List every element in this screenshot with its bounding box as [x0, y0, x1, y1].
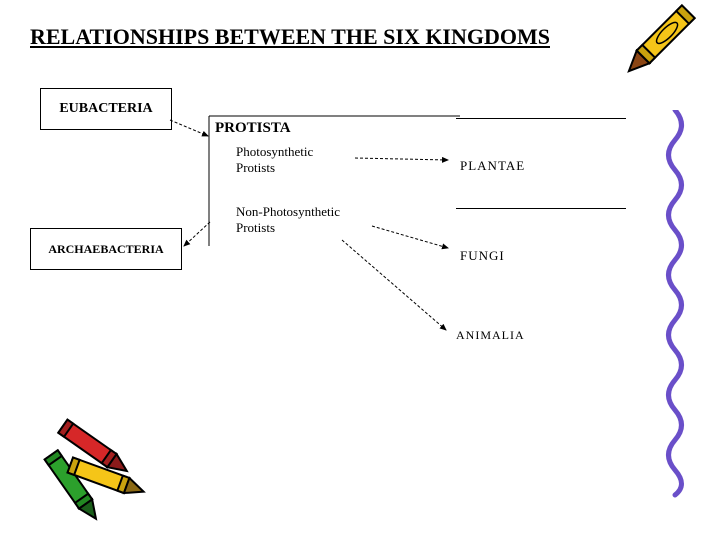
crayons-bottom-icon [18, 400, 198, 540]
node-nonphoto-line2: Protists [236, 220, 275, 236]
crayon-top-icon [600, 0, 720, 100]
node-archaebacteria: ARCHAEBACTERIA [30, 228, 182, 270]
node-protista: PROTISTA [215, 120, 291, 137]
node-eubacteria-label: EUBACTERIA [59, 101, 152, 117]
node-archaebacteria-label: ARCHAEBACTERIA [48, 242, 163, 257]
squiggle-decoration [660, 110, 690, 500]
node-fungi: FUNGI [460, 248, 505, 264]
fungi-overline [456, 208, 626, 209]
node-photo-line1: Photosynthetic [236, 144, 313, 160]
plantae-overline [456, 118, 626, 119]
node-photo-line2: Protists [236, 160, 275, 176]
node-eubacteria: EUBACTERIA [40, 88, 172, 130]
node-animalia: ANIMALIA [456, 328, 525, 343]
node-nonphoto-line1: Non-Photosynthetic [236, 204, 340, 220]
node-plantae: PLANTAE [460, 158, 525, 174]
page-title: RELATIONSHIPS BETWEEN THE SIX KINGDOMS [30, 24, 550, 50]
